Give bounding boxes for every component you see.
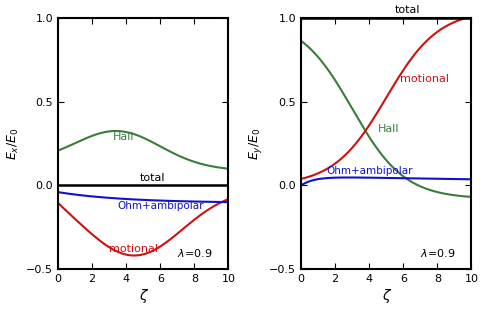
- Text: $\lambda$=0.9: $\lambda$=0.9: [177, 247, 213, 259]
- Text: Ohm+ambipolar: Ohm+ambipolar: [118, 201, 204, 211]
- X-axis label: ζ: ζ: [139, 290, 147, 303]
- Text: Ohm+ambipolar: Ohm+ambipolar: [327, 166, 413, 176]
- Text: motional: motional: [400, 74, 449, 84]
- Text: total: total: [395, 5, 420, 15]
- Text: $\lambda$=0.9: $\lambda$=0.9: [420, 247, 456, 259]
- Text: Hall: Hall: [113, 132, 134, 142]
- Text: total: total: [140, 173, 166, 183]
- Text: motional: motional: [109, 244, 158, 254]
- Text: Hall: Hall: [378, 124, 399, 134]
- Y-axis label: $E_y/E_0$: $E_y/E_0$: [247, 127, 264, 160]
- X-axis label: ζ: ζ: [382, 290, 390, 303]
- Y-axis label: $E_x/E_0$: $E_x/E_0$: [5, 127, 21, 160]
